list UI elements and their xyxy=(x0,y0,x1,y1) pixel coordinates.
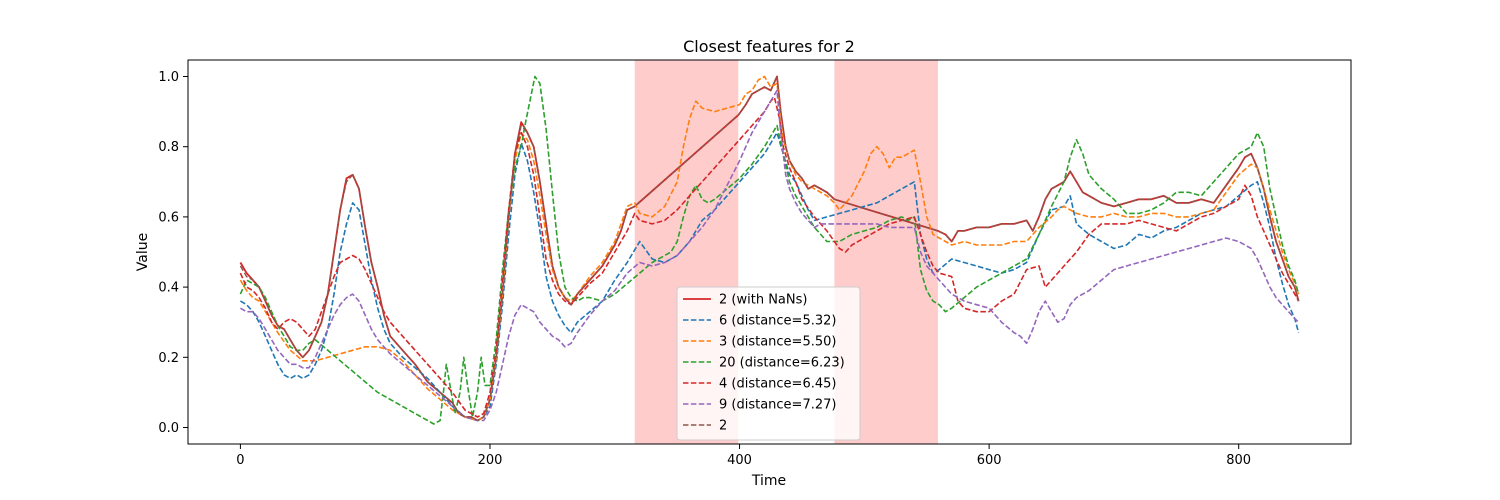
legend-label: 9 (distance=7.27) xyxy=(719,398,836,413)
legend-label: 2 (with NaNs) xyxy=(719,293,807,308)
legend: 2 (with NaNs) 6 (distance=5.32) 3 (distanc… xyxy=(676,286,861,441)
legend-label: 20 (distance=6.23) xyxy=(719,356,845,371)
y-tick-label: 0.0 xyxy=(158,421,179,436)
plot-area-frame xyxy=(187,59,1352,445)
series-line-3 xyxy=(239,75,1300,422)
series-line-5 xyxy=(239,96,1300,418)
chart-title: Closest features for 2 xyxy=(683,37,855,56)
series-line-6 xyxy=(240,89,1300,422)
x-axis-label: Time xyxy=(751,473,786,489)
series-line-7 xyxy=(239,75,1300,422)
x-tick-label: 0 xyxy=(236,453,244,468)
y-axis-label: Value xyxy=(135,233,151,271)
x-axis-ticks: 0 200 400 600 800 xyxy=(236,444,1251,468)
series-lines xyxy=(239,75,1300,425)
x-tick-label: 800 xyxy=(1226,453,1251,468)
y-tick-label: 0.8 xyxy=(158,140,179,155)
y-tick-label: 0.4 xyxy=(158,281,179,296)
legend-label: 4 (distance=6.45) xyxy=(719,377,836,392)
series-line-4 xyxy=(239,75,1300,425)
x-tick-label: 400 xyxy=(727,453,752,468)
legend-box xyxy=(676,286,861,441)
x-tick-label: 600 xyxy=(977,453,1002,468)
y-tick-label: 1.0 xyxy=(158,70,179,85)
y-tick-label: 0.6 xyxy=(158,210,179,225)
legend-label: 2 xyxy=(719,419,727,434)
x-tick-label: 200 xyxy=(478,453,503,468)
series-line-2 xyxy=(239,131,1300,422)
legend-label: 6 (distance=5.32) xyxy=(719,314,836,329)
y-axis-ticks: 0.0 0.2 0.4 0.6 0.8 1.0 xyxy=(158,70,188,436)
y-tick-label: 0.2 xyxy=(158,351,179,366)
legend-label: 3 (distance=5.50) xyxy=(719,335,836,350)
